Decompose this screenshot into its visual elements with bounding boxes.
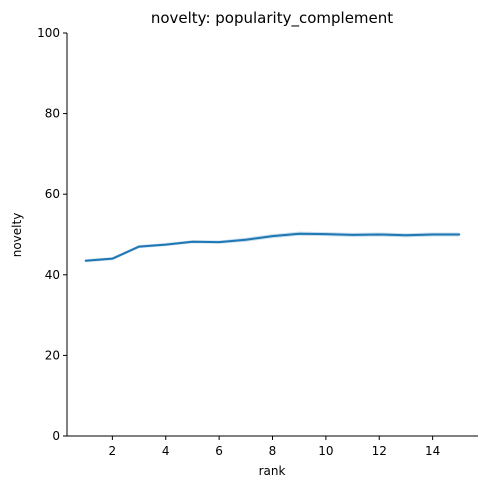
y-tick-label: 80 xyxy=(45,107,60,121)
x-tick-label: 8 xyxy=(269,444,277,458)
x-tick-label: 4 xyxy=(162,444,170,458)
data-point xyxy=(325,233,327,235)
x-axis-label: rank xyxy=(259,464,286,478)
plot-area xyxy=(84,231,461,263)
data-point xyxy=(245,239,247,241)
y-tick-label: 60 xyxy=(45,187,60,201)
data-point xyxy=(432,234,434,236)
x-tick-label: 2 xyxy=(109,444,117,458)
data-point xyxy=(405,234,407,236)
x-axis: 2 4 6 8 10 12 14 xyxy=(67,435,478,458)
data-point xyxy=(191,241,193,243)
data-point xyxy=(165,244,167,246)
series-line-layer xyxy=(84,232,461,262)
y-tick-label: 100 xyxy=(37,26,60,40)
data-point xyxy=(298,233,300,235)
data-point xyxy=(352,234,354,236)
chart-title: novelty: popularity_complement xyxy=(151,9,393,28)
y-tick-label: 0 xyxy=(52,429,60,443)
data-point xyxy=(85,260,87,262)
data-point xyxy=(218,241,220,243)
y-tick-label: 40 xyxy=(45,268,60,282)
data-point xyxy=(111,258,113,260)
data-point xyxy=(458,234,460,236)
x-tick-label: 6 xyxy=(215,444,223,458)
series-line xyxy=(84,232,461,262)
x-tick-group: 2 4 6 8 10 12 14 xyxy=(109,436,440,458)
y-axis: 0 20 40 60 80 100 xyxy=(37,26,68,443)
x-tick-label: 10 xyxy=(318,444,333,458)
y-tick-group: 0 20 40 60 80 100 xyxy=(37,26,67,443)
y-tick-label: 20 xyxy=(45,348,60,362)
data-point xyxy=(138,246,140,248)
x-tick-label: 12 xyxy=(372,444,387,458)
data-point xyxy=(272,235,274,237)
x-tick-label: 14 xyxy=(425,444,440,458)
data-point xyxy=(378,234,380,236)
y-axis-label: novelty xyxy=(10,213,24,258)
